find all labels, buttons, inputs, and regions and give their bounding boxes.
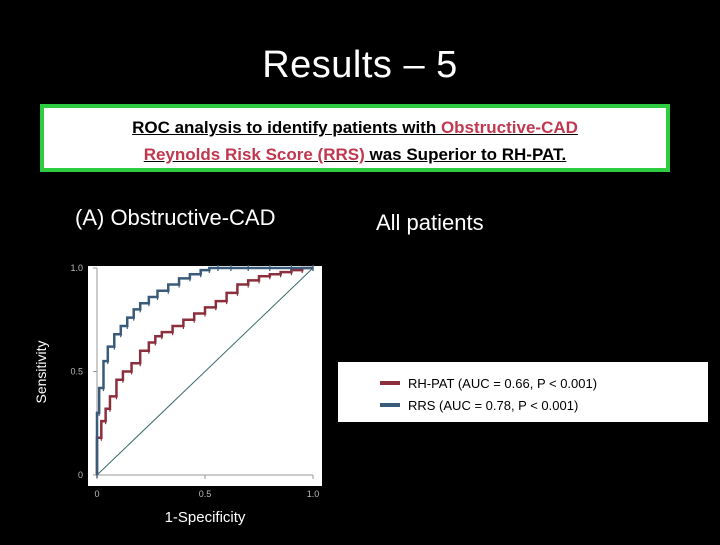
- box-line-1: ROC analysis to identify patients with O…: [44, 118, 666, 138]
- box-line-2: Reynolds Risk Score (RRS) was Superior t…: [44, 145, 666, 165]
- box-line-2-highlight: Reynolds Risk Score (RRS): [143, 145, 365, 164]
- x-tick-label: 1.0: [307, 489, 320, 499]
- x-tick-label: 0.5: [199, 489, 212, 499]
- plot-background: [88, 266, 322, 486]
- legend-label: RRS (AUC = 0.78, P < 0.001): [408, 398, 578, 413]
- highlight-box: ROC analysis to identify patients with O…: [40, 104, 670, 172]
- panel-subtitle: All patients: [376, 210, 484, 235]
- x-axis-label: 1-Specificity: [165, 509, 246, 526]
- box-line-1-highlight: Obstructive-CAD: [440, 118, 578, 137]
- y-tick-label: 1.0: [70, 263, 83, 273]
- legend-box: [338, 362, 708, 422]
- y-tick-label: 0.5: [70, 367, 83, 377]
- chart-area: 0 0.5 1.0 0 0.5 1.0 RH-PAT (AUC = 0.66, P < 0…: [0, 250, 720, 540]
- slide-title: Results – 5: [262, 44, 458, 86]
- panel-title: (A) Obstructive-CAD: [75, 205, 276, 230]
- roc-curve-series-1: [95, 266, 313, 475]
- box-line-2-suffix: was Superior to RH-PAT.: [364, 145, 567, 164]
- y-axis-label: Sensitivity: [33, 340, 49, 403]
- roc-chart: 0 0.5 1.0 0 0.5 1.0 RH-PAT (AUC = 0.66, P < 0…: [33, 263, 708, 526]
- x-tick-label: 0: [94, 489, 99, 499]
- legend-label: RH-PAT (AUC = 0.66, P < 0.001): [408, 376, 597, 391]
- box-line-1-prefix: ROC analysis to identify patients with: [132, 118, 441, 137]
- y-tick-label: 0: [78, 470, 83, 480]
- reference-diagonal: [96, 267, 314, 476]
